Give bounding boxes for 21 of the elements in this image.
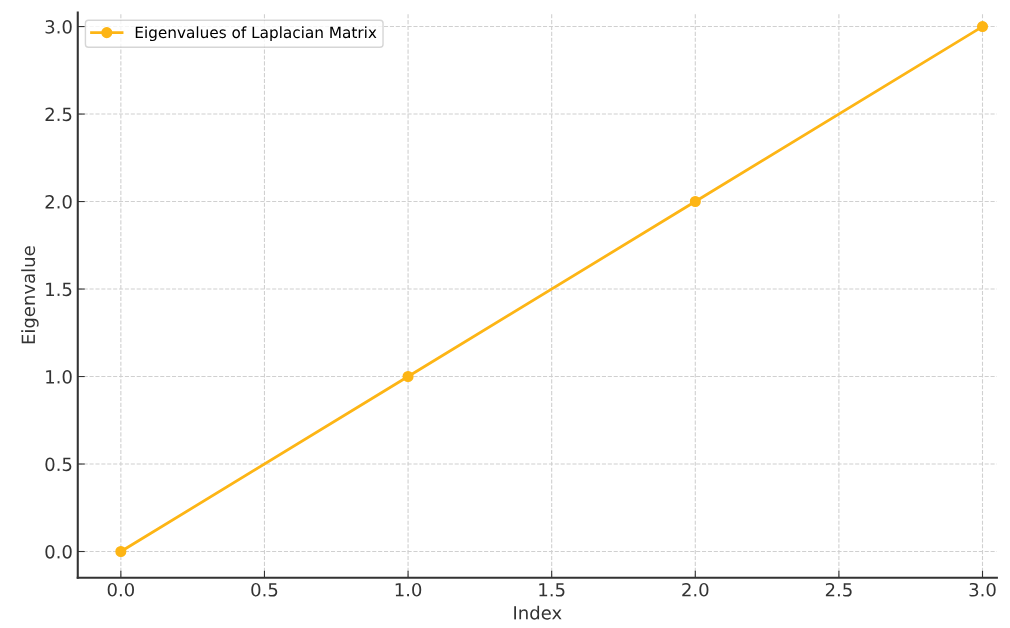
y-tick-label: 2.5 [45,107,72,122]
x-tick-label: 2.5 [825,582,852,597]
point [976,21,989,33]
point [115,545,127,558]
x-tick-label: 0.5 [251,582,278,597]
x-tick-label: 0.0 [107,582,135,597]
legend-label: Eigenvalues of Laplacian Matrix [135,26,377,42]
x-tick-label: 2.0 [682,582,709,597]
x-tick-label: 1.5 [539,583,565,597]
y-tick-label: 2.0 [45,195,72,209]
x-tick-label: 3.0 [969,582,996,597]
point [402,370,414,383]
y-tick-label: 1.0 [46,369,72,384]
y-tick-label: 3.0 [45,20,72,34]
point [689,195,701,208]
x-tick-label: 1.0 [395,582,422,597]
y-tick-label: 1.5 [46,282,72,297]
y-tick-label: 0.5 [45,457,72,472]
y-axis-title: Eigenvalue [21,246,39,344]
x-axis-title: Index [514,605,562,620]
y-tick-label: 0.0 [45,544,72,559]
